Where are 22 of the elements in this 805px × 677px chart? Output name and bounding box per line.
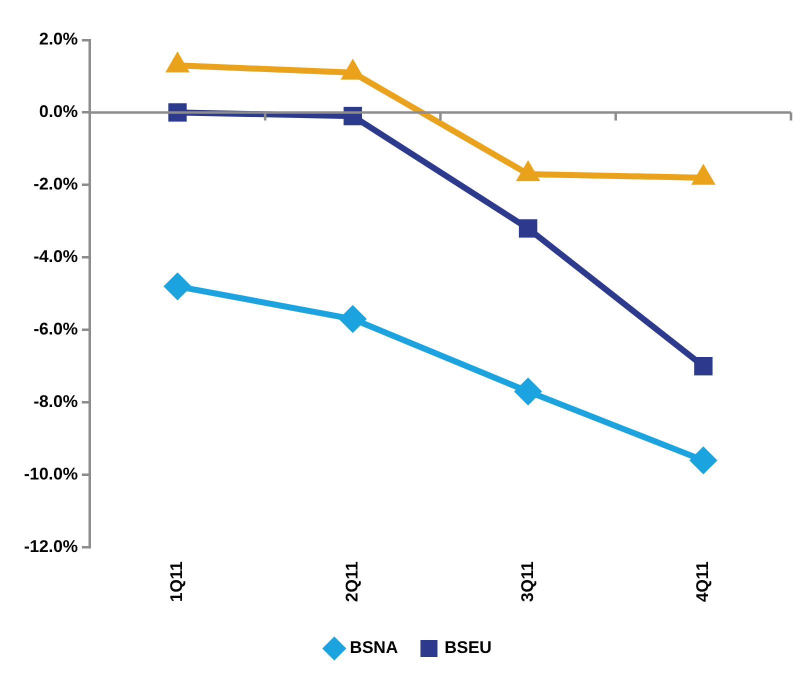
legend-label: BSEU bbox=[444, 638, 492, 658]
point bbox=[338, 305, 367, 334]
point bbox=[514, 378, 542, 406]
x-tick-label: 3Q11 bbox=[518, 561, 537, 602]
y-tick-label: 2.0% bbox=[39, 30, 78, 49]
point bbox=[691, 164, 716, 185]
y-tick-label: -12.0% bbox=[24, 537, 78, 556]
point bbox=[516, 160, 540, 182]
x-tick-label: 1Q11 bbox=[167, 561, 186, 602]
y-tick-label: -8.0% bbox=[33, 392, 78, 412]
x-tick-label: 2Q11 bbox=[342, 561, 362, 602]
y-tick-label: -2.0% bbox=[33, 174, 78, 194]
point bbox=[689, 446, 718, 474]
y-tick-label: -10.0% bbox=[24, 464, 78, 484]
y-tick-label: -4.0% bbox=[33, 247, 78, 266]
legend-label: BSNA bbox=[350, 638, 398, 658]
x-tick-label: 4Q11 bbox=[693, 561, 712, 602]
point bbox=[165, 51, 190, 72]
point bbox=[164, 272, 192, 300]
point bbox=[694, 356, 713, 376]
y-tick-label: 0.0% bbox=[39, 102, 78, 122]
y-tick-label: -6.0% bbox=[33, 320, 78, 339]
